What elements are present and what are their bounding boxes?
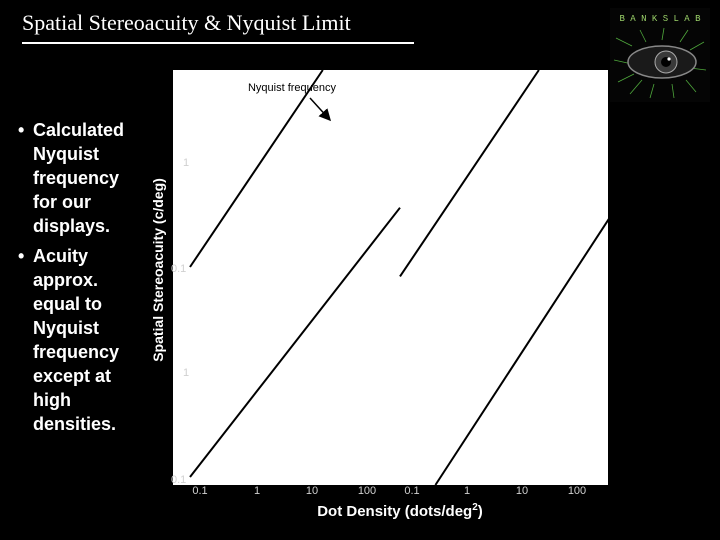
x-axis-label-close: ) xyxy=(477,503,483,520)
bullet-dot: • xyxy=(18,120,25,140)
slide-title: Spatial Stereoacuity & Nyquist Limit xyxy=(22,10,351,35)
bullet-dot: • xyxy=(18,246,25,266)
nyquist-line-panel-1 xyxy=(189,69,324,268)
logo-text: B A N K S L A B xyxy=(619,14,701,24)
x-axis-label: Dot Density (dots/deg2) xyxy=(317,502,483,520)
x-tick-label: 0.1 xyxy=(404,485,419,497)
title-underline xyxy=(22,42,414,44)
y-tick-label: 0.1 xyxy=(171,263,186,275)
y-tick-label: 1 xyxy=(183,157,189,169)
x-tick-label: 0.1 xyxy=(192,485,207,497)
x-tick-label: 100 xyxy=(358,485,376,497)
bullet-text: Acuity approx. equal to Nyquist frequenc… xyxy=(33,246,120,434)
x-tick-label: 1 xyxy=(254,485,260,497)
x-axis-label-main: Dot Density (dots/deg xyxy=(317,503,473,520)
x-tick-label: 10 xyxy=(516,485,528,497)
bullet-item: • Calculated Nyquist frequency for our d… xyxy=(18,118,146,238)
annotation-arrow xyxy=(309,97,332,122)
bullet-item: • Acuity approx. equal to Nyquist freque… xyxy=(18,244,146,436)
x-tick-label: 100 xyxy=(568,485,586,497)
nyquist-annotation: Nyquist frequency xyxy=(248,82,337,94)
nyquist-line-panel-3 xyxy=(189,207,401,478)
y-axis-label: Spatial Stereoacuity (c/deg) xyxy=(150,178,166,362)
plot-background xyxy=(173,70,608,485)
eye-logo-icon: B A N K S L A B xyxy=(610,8,710,102)
bullet-list: • Calculated Nyquist frequency for our d… xyxy=(18,118,146,442)
x-axis-label-exponent: 2 xyxy=(472,502,478,513)
nyquist-line-panel-2 xyxy=(399,69,540,278)
nyquist-line-panel-4 xyxy=(434,216,611,486)
bullet-text: Calculated Nyquist frequency for our dis… xyxy=(33,120,125,236)
x-tick-label: 10 xyxy=(306,485,318,497)
x-tick-label: 1 xyxy=(464,485,470,497)
y-tick-label: 1 xyxy=(183,367,189,379)
y-tick-label: 0.1 xyxy=(171,474,186,486)
